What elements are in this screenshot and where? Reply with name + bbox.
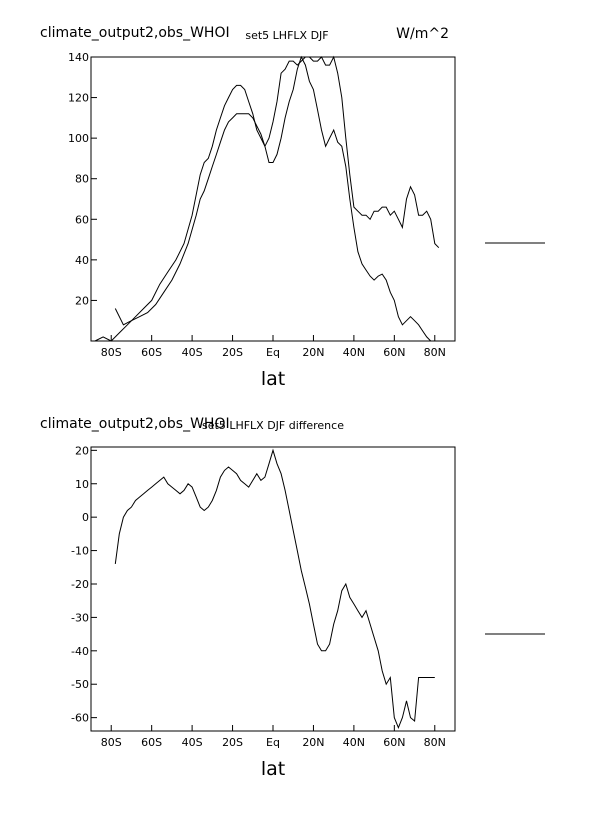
- top-plot-x-tick-label: 60N: [383, 346, 405, 359]
- top-plot-x-tick-label: 20N: [302, 346, 324, 359]
- bottom-plot-series: [114, 448, 435, 730]
- top-plot-x-tick-label: 60S: [141, 346, 162, 359]
- top-plot-x-tick-label: Eq: [266, 346, 280, 359]
- bottom-plot-x-tick-label: 60S: [141, 736, 162, 749]
- bottom-plot-y-tick-label: -60: [71, 712, 89, 725]
- top-plot-series: [94, 55, 440, 342]
- bottom-plot-x-axis: 80S 60S 40S 20S Eq 20N 40N 60N 80N: [101, 725, 446, 749]
- bottom-plot-y-axis: -60 -50 -40 -30 -20 -10 0 10 20: [71, 444, 97, 725]
- top-plot-y-axis: 20 40 60 80 100 120 140: [68, 51, 97, 307]
- bottom-plot-x-tick-label: 40S: [182, 736, 203, 749]
- top-plot-x-tick-label: 20S: [222, 346, 243, 359]
- bottom-plot-x-tick-label: 20S: [222, 736, 243, 749]
- bottom-plot-x-tick-label: 20N: [302, 736, 324, 749]
- bottom-plot-x-tick-label: 40N: [343, 736, 365, 749]
- bottom-plot-x-tick-label: Eq: [266, 736, 280, 749]
- bottom-plot-y-tick-label: 0: [82, 511, 89, 524]
- top-plot-y-tick-label: 120: [68, 92, 89, 105]
- bottom-plot-title: set5 LHFLX DJF difference: [202, 419, 344, 432]
- top-plot-x-label: lat: [261, 368, 285, 390]
- top-plot-y-tick-label: 140: [68, 51, 89, 64]
- bottom-plot-x-tick-label: 60N: [383, 736, 405, 749]
- bottom-plot-x-tick-label: 80S: [101, 736, 122, 749]
- top-plot-y-tick-label: 20: [75, 294, 89, 307]
- top-plot-x-tick-label: 40S: [182, 346, 203, 359]
- bottom-plot-y-tick-label: -10: [71, 545, 89, 558]
- bottom-plot-run-title: climate_output2,obs_WHOI: [40, 416, 230, 432]
- top-plot-series-line-1: [114, 55, 435, 342]
- top-plot-x-tick-label: 40N: [343, 346, 365, 359]
- top-plot-x-tick-label: 80N: [424, 346, 446, 359]
- top-plot-y-tick-label: 100: [68, 132, 89, 145]
- top-plot-units: W/m^2: [396, 26, 449, 42]
- top-plot-y-tick-label: 80: [75, 173, 89, 186]
- bottom-plot-y-tick-label: 10: [75, 478, 89, 491]
- top-plot-y-tick-label: 40: [75, 254, 89, 267]
- bottom-plot-x-label: lat: [261, 758, 285, 780]
- top-plot-series-line-2: [94, 55, 440, 342]
- top-plot-run-title: climate_output2,obs_WHOI: [40, 25, 230, 41]
- top-plot-title: set5 LHFLX DJF: [245, 29, 328, 42]
- top-plot-x-axis: 80S 60S 40S 20S Eq 20N 40N 60N 80N: [101, 335, 446, 359]
- top-plot-frame: [90, 56, 456, 342]
- bottom-plot-y-tick-label: 20: [75, 444, 89, 457]
- top-plot-y-tick-label: 60: [75, 213, 89, 226]
- bottom-plot-series-line-1: [114, 448, 435, 730]
- top-plot: climate_output2,obs_WHOI set5 LHFLX DJF …: [40, 25, 545, 390]
- bottom-plot-y-tick-label: -40: [71, 645, 89, 658]
- bottom-plot-frame: [90, 446, 456, 732]
- bottom-plot-y-tick-label: -50: [71, 678, 89, 691]
- bottom-plot: climate_output2,obs_WHOI set5 LHFLX DJF …: [40, 416, 545, 780]
- bottom-plot-y-tick-label: -20: [71, 578, 89, 591]
- bottom-plot-x-tick-label: 80N: [424, 736, 446, 749]
- top-plot-x-tick-label: 80S: [101, 346, 122, 359]
- bottom-plot-y-tick-label: -30: [71, 611, 89, 624]
